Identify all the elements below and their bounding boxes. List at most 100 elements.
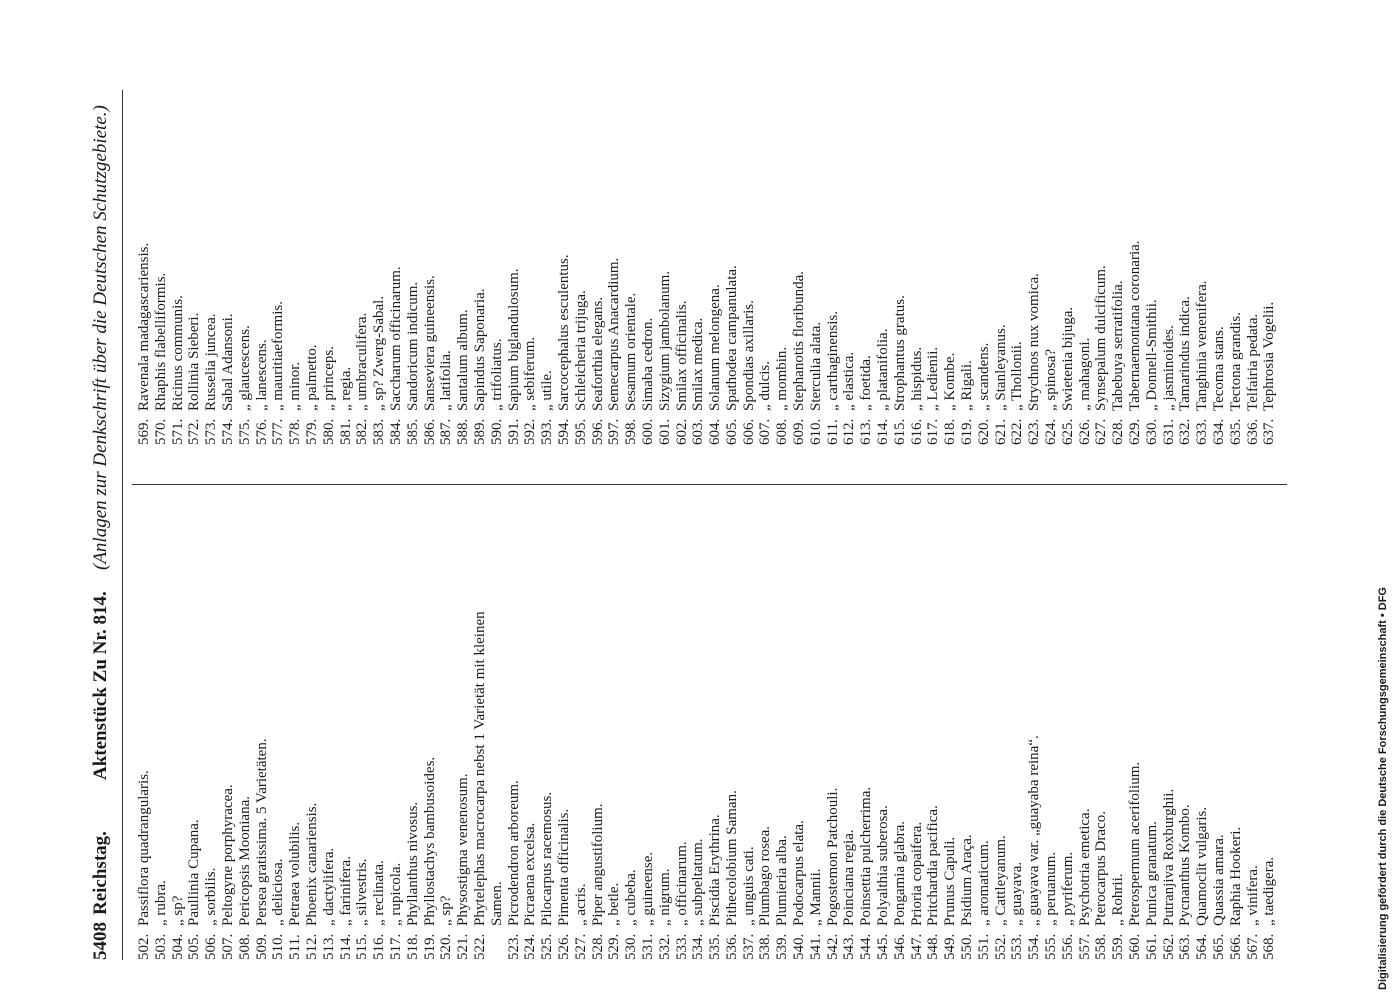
entry-number: 622. (1009, 418, 1026, 445)
entry-row: 601. Sizygium jambolanum. (657, 240, 674, 445)
entry-number: 608. (774, 418, 791, 445)
entry-text: „ unguis cati. (740, 846, 757, 926)
entry-text: Sandoricum indicum. (404, 281, 421, 411)
entry-text: „ cubeba. (623, 869, 640, 926)
entry-text: „ spinosa? (1043, 348, 1060, 411)
entry-text: Plumieria alba. (774, 835, 791, 926)
entry-number: 611. (824, 419, 841, 445)
entry-number: 576. (253, 418, 270, 445)
entry-row: 519. Phyllostachys bambusoides. (422, 611, 439, 960)
entry-row: 586. Sanseviera guineensis. (422, 240, 439, 445)
entry-row: 517. „ rupicola. (388, 611, 405, 960)
entry-row: 631. „ jasminoides. (1161, 240, 1178, 445)
entry-row: 572. Rollinia Sieberi. (186, 240, 203, 445)
entry-text: „ deliciosa. (270, 858, 287, 926)
entry-number: 567. (1244, 933, 1261, 960)
entry-number: 572. (186, 418, 203, 445)
entry-text: Tamarindus indica. (1177, 296, 1194, 411)
entry-number: 510. (270, 933, 287, 960)
entry-number: 518. (404, 933, 421, 960)
entry-number: 594. (555, 418, 572, 445)
entry-number: 583. (371, 418, 388, 445)
entry-row: 508. Pericopsis Mooniana. (237, 611, 254, 960)
entry-number: 504. (169, 933, 186, 960)
entry-number: 534. (690, 933, 707, 960)
entry-number: 547. (908, 933, 925, 960)
entry-row: 567. „ vinifera. (1245, 611, 1262, 960)
entry-text: „ dactylifera. (320, 847, 337, 926)
entry-text: „ carthaginensis. (824, 311, 841, 411)
entry-row: 603. Smilax medica. (690, 240, 707, 445)
entry-number: 607. (757, 418, 774, 445)
entry-text: Prioria copaifera. (908, 821, 925, 926)
entry-number: 633. (1194, 418, 1211, 445)
entry-number: 590. (488, 418, 505, 445)
entry-row: 634. Tecoma stans. (1211, 240, 1228, 445)
entry-text: „ nigrum. (656, 868, 673, 927)
entry-row: 625. Swietenia bijuga. (1060, 240, 1077, 445)
entry-text: „ guayava. (1009, 861, 1026, 926)
entry-number: 589. (471, 418, 488, 445)
entry-text: Sanseviera guineensis. (421, 275, 438, 411)
entry-row: 623. Strychnos nux vomica. (1026, 240, 1043, 445)
entry-row: 537. „ unguis cati. (741, 611, 758, 960)
entry-row: Samen. (489, 611, 506, 960)
entry-text: „ utile. (539, 370, 556, 411)
entry-row: 573. Russelia juncea. (203, 240, 220, 445)
entry-text: „ jasminoides. (1160, 325, 1177, 411)
entry-number: 568. (1261, 933, 1278, 960)
entry-text: Physostigma venenosum. (455, 773, 472, 927)
entry-number: 505. (186, 933, 203, 960)
entry-number: 582. (354, 418, 371, 445)
entry-row: 593. „ utile. (539, 240, 556, 445)
entry-text: „ Thollonii. (1009, 341, 1026, 411)
entry-row: 566. Raphia Hookeri. (1228, 611, 1245, 960)
entry-number: 609. (791, 418, 808, 445)
entry-number: 585. (404, 418, 421, 445)
entry-number: 555. (1043, 933, 1060, 960)
entry-number: 554. (1026, 933, 1043, 960)
entry-number: 613. (858, 418, 875, 445)
entry-text: „ sp? (438, 895, 455, 926)
entry-row: 531. „ guineense. (640, 611, 657, 960)
entry-row: 612. „ elastica. (841, 240, 858, 445)
entry-number: 588. (455, 418, 472, 445)
entry-number: 619. (959, 418, 976, 445)
entry-number: 615. (891, 418, 908, 445)
entry-text: „ sp? (169, 895, 186, 926)
entry-text: Polyalthia suberosa. (875, 805, 892, 926)
entry-number: 531. (639, 933, 656, 960)
entry-row: 559. „ Rohrii. (1110, 611, 1127, 961)
entry-text: „ mauritiaeformis. (270, 301, 287, 411)
entry-text: Phoenix canariensis. (303, 802, 320, 926)
entry-row: 619. „ Rigali. (959, 240, 976, 445)
entry-row: 637. Tephrosia Vogelii. (1261, 240, 1278, 445)
entry-text: Rhaphis flabelliformis. (152, 272, 169, 411)
entry-number: 519. (421, 933, 438, 960)
entry-number: 598. (623, 418, 640, 445)
entry-number: 559. (1110, 933, 1127, 960)
entry-row: 518. Phyllanthus nivosus. (405, 611, 422, 960)
entry-number: 618. (942, 418, 959, 445)
entry-number: 524. (522, 933, 539, 960)
entry-row: 513. „ dactylifera. (321, 611, 338, 960)
entry-row: 564. Quamoclit vulgaris. (1194, 611, 1211, 960)
header: 5408 Reichstag. Aktenstück Zu Nr. 814. (… (90, 80, 114, 960)
entry-row: 575. „ glaucescens. (237, 240, 254, 445)
entry-number: 539. (774, 933, 791, 960)
entry-text: „ taedigera. (1261, 856, 1278, 926)
header-left: Reichstag. (90, 831, 111, 915)
entry-text: Ravenala madagascariensis. (136, 242, 152, 411)
entry-text: „ pyriferum. (1059, 851, 1076, 926)
entry-row: 506. „ sorbilis. (203, 611, 220, 960)
entry-number: 525. (539, 933, 556, 960)
entry-text: Spathodea campanulata. (723, 265, 740, 411)
entry-row: 530. „ cubeba. (623, 611, 640, 960)
entry-number: 569. (136, 418, 152, 445)
entry-text: Picraena excelsa. (522, 822, 539, 926)
entry-number: 526. (555, 933, 572, 960)
entry-row: 525. Pilocarpus racemosus. (539, 611, 556, 960)
entry-number: 623. (1026, 418, 1043, 445)
entry-text: Pilocarpus racemosus. (539, 791, 556, 926)
entry-row: 511. Petraea volubilis. (287, 611, 304, 960)
